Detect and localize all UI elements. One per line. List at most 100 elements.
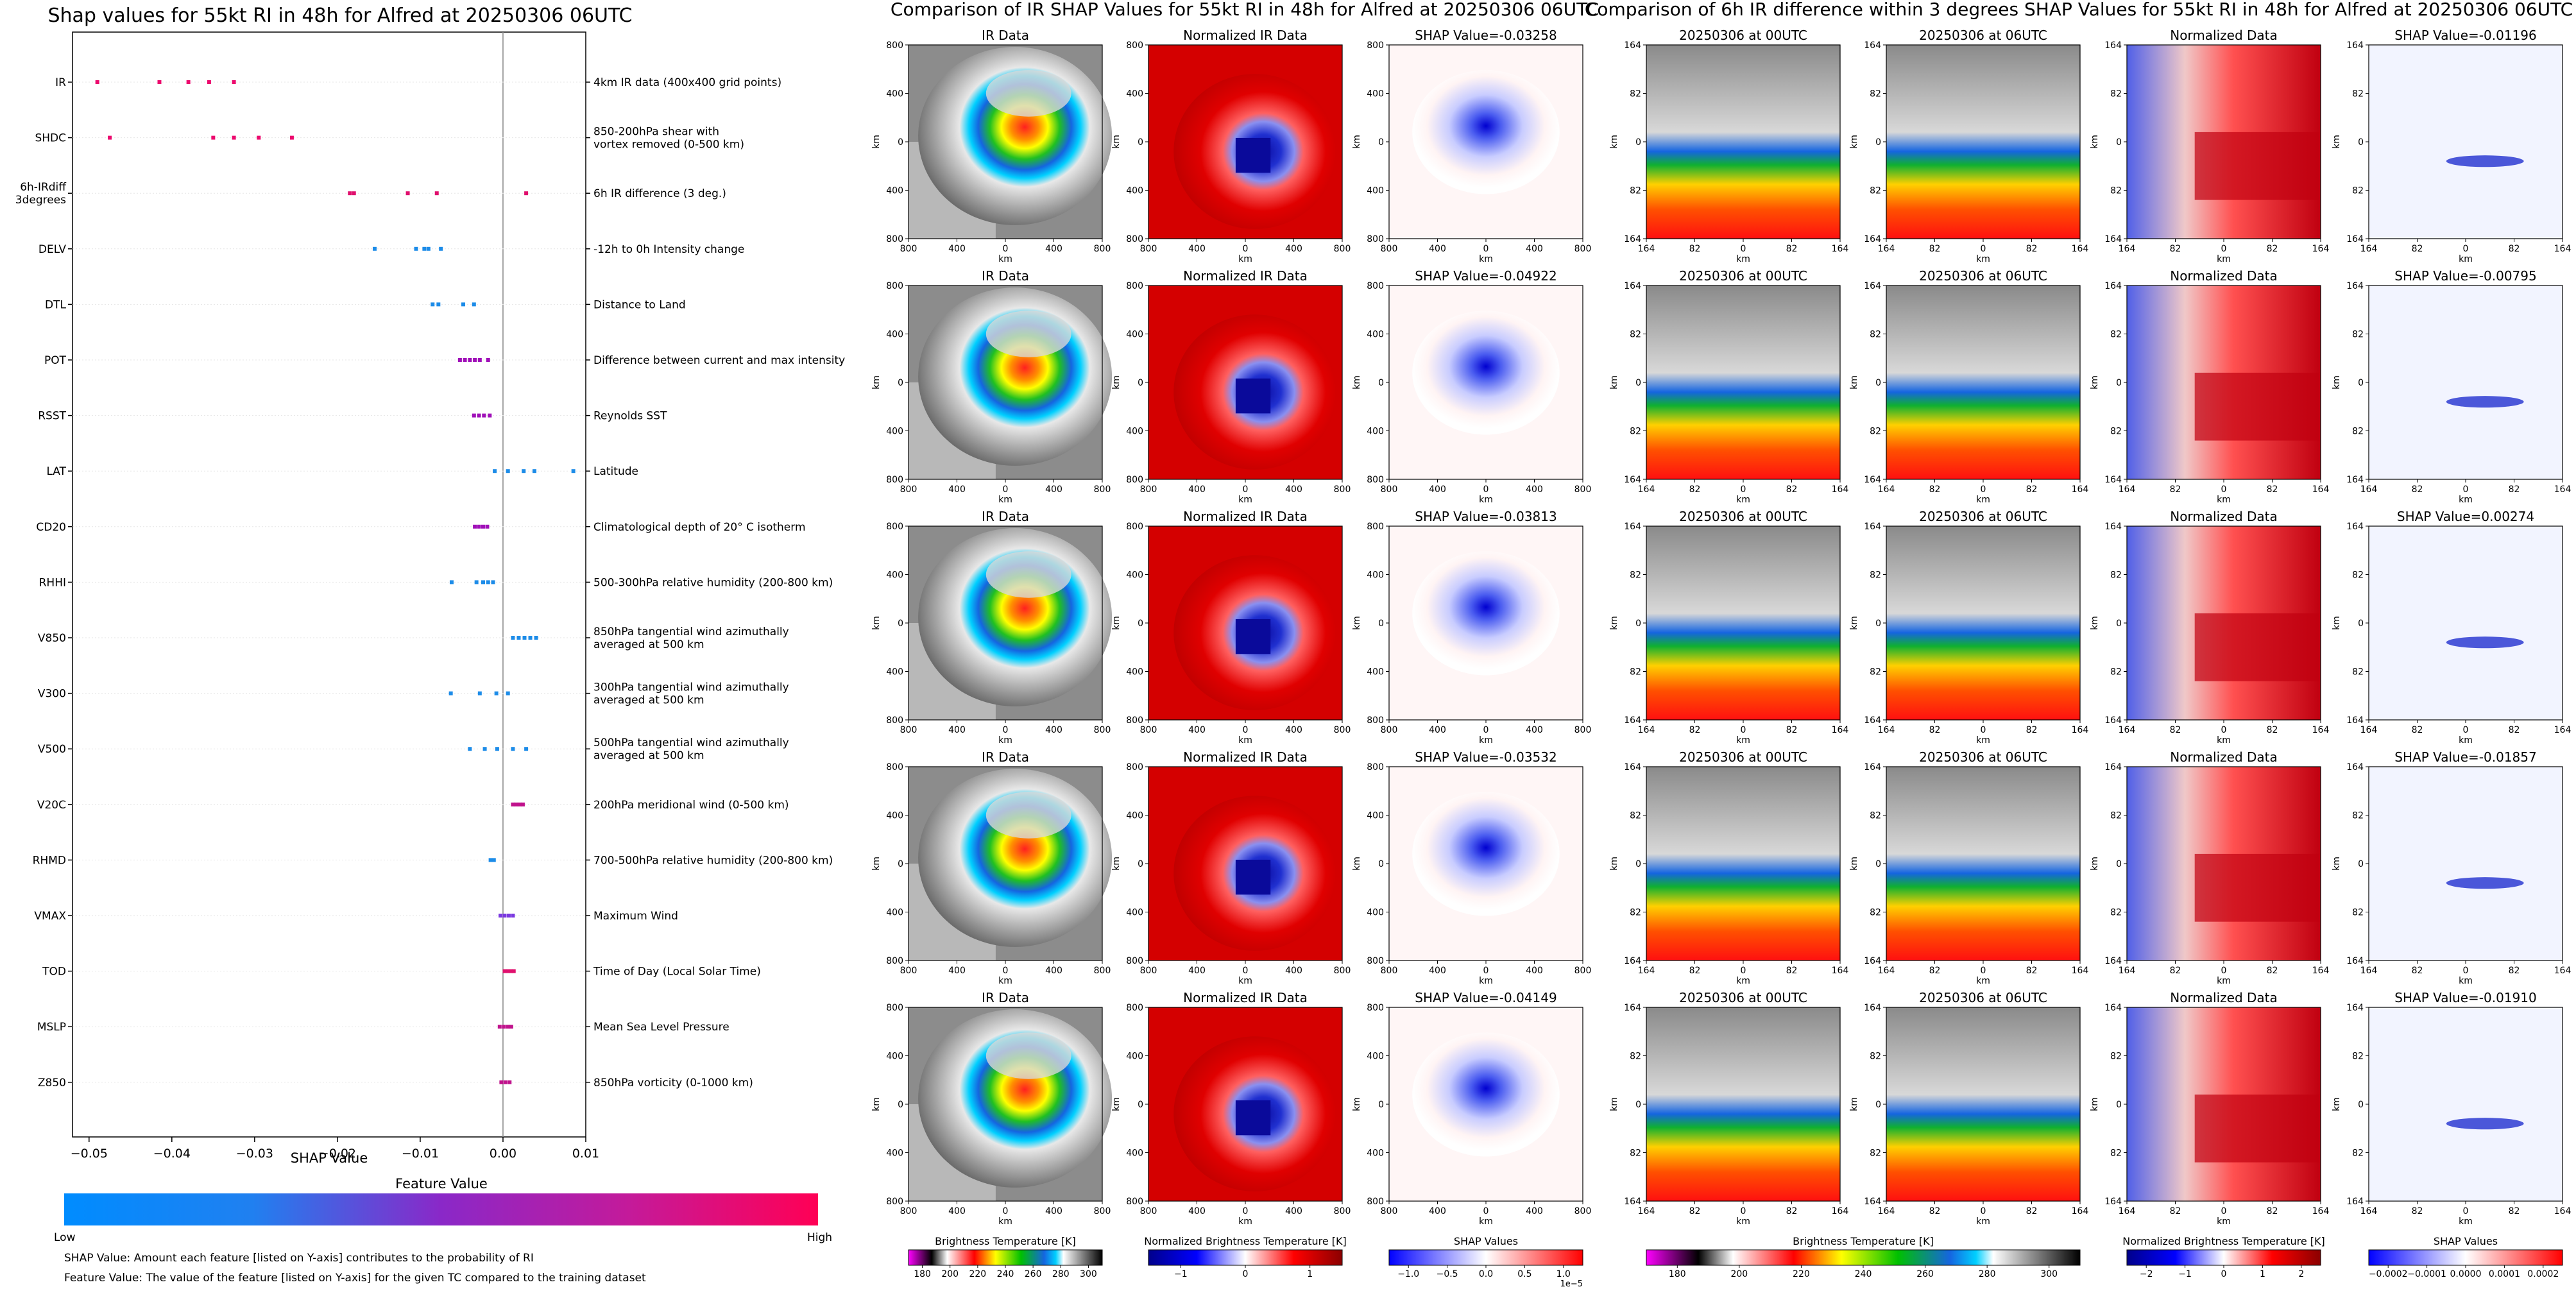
panel-y-tick-label: 164 [1624, 1003, 1641, 1013]
shap-point [524, 191, 529, 196]
panel-y-tick-label: 82 [1630, 1148, 1641, 1159]
panel-y-tick-label: 0 [2358, 378, 2364, 388]
panel-x-tick-label: 164 [1832, 1206, 1849, 1216]
shap-point [528, 636, 533, 640]
panel-y-tick-label: 164 [2104, 234, 2122, 244]
panel-y-tick-label: 800 [886, 281, 903, 291]
panel-x-tick-label: 800 [1381, 725, 1398, 735]
feature-label: SHDC [35, 132, 66, 145]
panel-y-tick-label: 164 [2104, 715, 2122, 726]
shap-point [534, 636, 538, 640]
diff-shap-streak [2446, 877, 2524, 889]
x-axis-label: SHAP Value [291, 1150, 368, 1166]
panel-y-tick-label: 0 [1635, 378, 1641, 388]
panel-x-tick-label: 800 [1574, 725, 1592, 735]
panel-x-tick-label: 800 [1574, 244, 1592, 254]
feature-label: V300 [38, 688, 66, 701]
shap-point [434, 191, 439, 196]
panel-y-tick-label: 800 [886, 475, 903, 485]
panel-x-label: km [1479, 1216, 1493, 1227]
panel-title: IR Data [982, 509, 1029, 524]
panel-x-tick-label: 0 [1741, 244, 1746, 254]
panel-x-tick-label: 164 [1638, 484, 1655, 495]
panel-y-tick-label: 164 [1624, 1197, 1641, 1207]
ir-row: IR Data Normalized IR Data SHAP Value=-0.0… [908, 268, 1583, 480]
colorbar-tick-label: 300 [2040, 1269, 2058, 1279]
panel-x-tick-label: 82 [1786, 244, 1798, 254]
panel-y-tick-label: 82 [1870, 570, 1881, 581]
panel-y-tick-label: 164 [2104, 281, 2122, 291]
panel-x-tick-label: 164 [1638, 244, 1655, 254]
diff-shap-streak [2446, 155, 2524, 167]
panel-y-tick-label: 82 [1870, 1052, 1881, 1062]
panel-y-tick-label: 82 [1630, 186, 1641, 196]
panel-y-tick-label: 400 [1367, 89, 1384, 99]
panel-x-tick-label: 82 [2026, 244, 2038, 254]
panel-x-tick-label: 82 [2026, 1206, 2038, 1216]
panel-y-tick-label: 82 [2110, 667, 2122, 678]
panel-y-tick-label: 0 [1378, 859, 1384, 869]
shap-point [571, 469, 576, 474]
shap-point [481, 580, 485, 585]
panel-x-tick-label: 82 [2026, 725, 2038, 735]
panel-x-tick-label: 400 [1429, 484, 1446, 495]
panel-x-tick-label: 800 [1381, 1206, 1398, 1216]
ir-cloud-band [985, 1032, 1071, 1079]
shap-point [497, 1025, 502, 1029]
panel-y-label: km [1111, 857, 1122, 871]
panel-y-tick-label: 164 [1624, 40, 1641, 51]
shap-point [485, 524, 490, 529]
colorbar [2368, 1249, 2563, 1266]
panel-y-tick-label: 82 [1630, 908, 1641, 918]
panel-y-tick-label: 164 [1864, 234, 1881, 244]
panel-x-label: km [1736, 976, 1750, 986]
panel-y-tick-label: 0 [1138, 619, 1143, 629]
colorbar-tick-label: 1 [1307, 1269, 1313, 1279]
panel-x-tick-label: 400 [1188, 484, 1206, 495]
feature-description: 850hPa tangential wind azimuthally [593, 626, 789, 638]
panel-y-label: km [871, 135, 882, 149]
panel-y-tick-label: 0 [2358, 619, 2364, 629]
shap-point [414, 246, 418, 251]
panel-title: Normalized IR Data [1183, 28, 1308, 43]
panel-y-tick-label: 0 [1378, 1100, 1384, 1110]
feature-description: 500hPa tangential wind azimuthally [593, 737, 789, 749]
panel-x-tick-label: 0 [1483, 966, 1489, 976]
shap-point [502, 969, 507, 973]
panel-x-tick-label: 0 [1243, 484, 1249, 495]
panel-y-tick-label: 800 [1126, 1003, 1143, 1013]
feature-label: VMAX [34, 910, 66, 923]
feature-note: Feature Value: The value of the feature … [64, 1272, 646, 1285]
colorbar-high: High [807, 1231, 832, 1244]
shap-point [431, 302, 435, 307]
colorbar-tick-label: −1.0 [1397, 1269, 1419, 1279]
panel-x-tick-label: 164 [2119, 725, 2136, 735]
panel-x-label: km [2459, 254, 2473, 264]
chart-layer: Shap values for 55kt RI in 48h for Alfre… [15, 0, 2573, 1289]
panel-x-tick-label: 0 [2221, 244, 2227, 254]
shap-point [207, 80, 211, 84]
panel-y-tick-label: 800 [886, 1197, 903, 1207]
panel-y-tick-label: 800 [1367, 522, 1384, 532]
panel-x-tick-label: 82 [1929, 966, 1941, 976]
panel-x-tick-label: 164 [2119, 966, 2136, 976]
feature-label: V850 [38, 632, 66, 645]
panel-y-tick-label: 164 [1624, 715, 1641, 726]
panel-y-tick-label: 400 [886, 330, 903, 340]
panel-y-tick-label: 164 [2104, 956, 2122, 966]
feature-description: Mean Sea Level Pressure [593, 1021, 729, 1034]
colorbar-tick-label: 180 [1669, 1269, 1686, 1279]
panel-y-tick-label: 800 [1367, 475, 1384, 485]
diff-shap-field [2369, 526, 2563, 720]
shap-point [473, 358, 477, 362]
panel-x-tick-label: 400 [1285, 1206, 1302, 1216]
panel-y-tick-label: 400 [886, 811, 903, 821]
diff-row: 20250306 at 00UTC 20250306 at 06UTC Normal… [1646, 28, 2563, 239]
panel-y-label: km [2090, 857, 2100, 871]
feature-description: Time of Day (Local Solar Time) [593, 966, 761, 978]
shap-point [472, 302, 476, 307]
panel-y-tick-label: 164 [2346, 1003, 2364, 1013]
panel-x-tick-label: 0 [1981, 484, 1986, 495]
panel-x-tick-label: 82 [2509, 966, 2520, 976]
panel-y-tick-label: 82 [2110, 908, 2122, 918]
